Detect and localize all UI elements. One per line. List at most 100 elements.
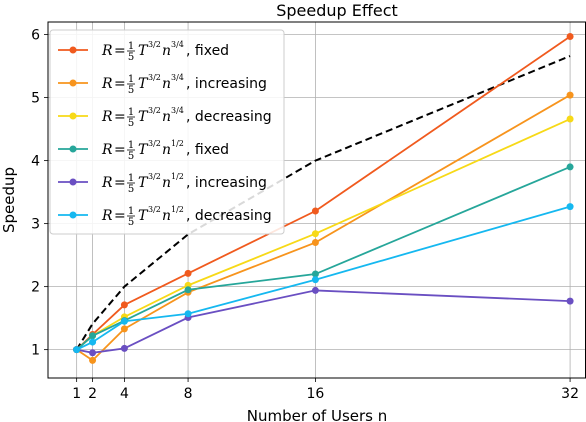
y-tick-label: 4 bbox=[31, 154, 40, 170]
legend-formula-T-exp: 3/2 bbox=[148, 139, 161, 148]
data-point bbox=[89, 356, 97, 364]
x-tick-label: 2 bbox=[88, 386, 97, 402]
legend-marker bbox=[69, 46, 77, 54]
legend-formula-n: n bbox=[162, 208, 171, 224]
series-6 bbox=[73, 203, 574, 354]
legend-formula-n: n bbox=[162, 142, 171, 158]
data-point bbox=[89, 332, 97, 340]
dashed-reference-curve bbox=[75, 55, 571, 351]
legend-label: , decreasing bbox=[186, 109, 272, 125]
legend-formula-T-exp: 3/2 bbox=[148, 205, 161, 214]
legend-formula-n-exp: 3/4 bbox=[171, 73, 184, 82]
legend-label: , fixed bbox=[186, 43, 229, 59]
legend-formula-T: T bbox=[138, 142, 149, 158]
legend-frac-den: 5 bbox=[128, 52, 134, 63]
data-point bbox=[311, 276, 319, 284]
x-tick-label: 32 bbox=[561, 386, 579, 402]
y-axis-label: Speedup bbox=[0, 167, 18, 233]
legend-formula-T: T bbox=[138, 43, 149, 59]
data-point bbox=[566, 91, 574, 99]
legend-frac-num: 1 bbox=[128, 173, 134, 184]
legend-formula-n: n bbox=[162, 175, 171, 191]
series-line bbox=[76, 166, 571, 351]
legend-item: R = 15 T 3/2 n 1/2, decreasing bbox=[58, 205, 272, 228]
data-point bbox=[566, 163, 574, 171]
legend-formula-n-exp: 1/2 bbox=[171, 172, 184, 181]
legend-frac-den: 5 bbox=[128, 151, 134, 162]
data-point bbox=[311, 286, 319, 294]
data-point bbox=[73, 346, 81, 354]
legend-formula-n: n bbox=[162, 43, 171, 59]
legend-formula-R: R bbox=[101, 43, 113, 59]
legend-formula-T-exp: 3/2 bbox=[148, 172, 161, 181]
legend-frac-den: 5 bbox=[128, 184, 134, 195]
legend-formula-R: R bbox=[101, 109, 113, 125]
legend-formula-T: T bbox=[138, 175, 149, 191]
legend-item: R = 15 T 3/2 n 3/4, fixed bbox=[58, 40, 229, 63]
dashed-reference-curve-group bbox=[75, 55, 571, 351]
series-5 bbox=[73, 286, 574, 357]
legend-frac-num: 1 bbox=[128, 206, 134, 217]
x-tick-label: 16 bbox=[306, 386, 324, 402]
data-point bbox=[120, 301, 128, 309]
data-point bbox=[184, 269, 192, 277]
legend-label: , decreasing bbox=[186, 208, 272, 224]
legend-frac-num: 1 bbox=[128, 107, 134, 118]
y-tick-label: 5 bbox=[31, 91, 40, 107]
legend-formula-eq: = bbox=[114, 142, 126, 158]
legend-formula-R: R bbox=[101, 175, 113, 191]
data-point bbox=[120, 325, 128, 333]
chart-title: Speedup Effect bbox=[276, 1, 398, 20]
legend-label: , increasing bbox=[186, 76, 267, 92]
legend-formula-T-exp: 3/2 bbox=[148, 106, 161, 115]
legend-frac-num: 1 bbox=[128, 41, 134, 52]
data-point bbox=[566, 203, 574, 211]
data-point bbox=[566, 115, 574, 123]
x-tick-label: 8 bbox=[184, 386, 193, 402]
legend-formula-eq: = bbox=[114, 109, 126, 125]
legend-marker bbox=[69, 112, 77, 120]
legend-formula-n: n bbox=[162, 109, 171, 125]
legend-formula-T: T bbox=[138, 76, 149, 92]
legend-formula-n-exp: 3/4 bbox=[171, 40, 184, 49]
x-tick-label: 1 bbox=[72, 386, 81, 402]
legend-formula-eq: = bbox=[114, 175, 126, 191]
data-point bbox=[311, 270, 319, 278]
legend-label: , fixed bbox=[186, 142, 229, 158]
series-group bbox=[73, 32, 574, 364]
legend-formula-R: R bbox=[101, 208, 113, 224]
legend-frac-num: 1 bbox=[128, 140, 134, 151]
legend-frac-num: 1 bbox=[128, 74, 134, 85]
data-point bbox=[566, 297, 574, 305]
data-point bbox=[184, 310, 192, 318]
data-point bbox=[89, 338, 97, 346]
legend-formula-T-exp: 3/2 bbox=[148, 40, 161, 49]
legend-frac-den: 5 bbox=[128, 85, 134, 96]
series-line bbox=[76, 289, 571, 354]
legend-frac-den: 5 bbox=[128, 118, 134, 129]
legend-item: R = 15 T 3/2 n 1/2, increasing bbox=[58, 172, 267, 195]
legend-marker bbox=[69, 79, 77, 87]
legend-formula-R: R bbox=[101, 76, 113, 92]
legend-formula-eq: = bbox=[114, 76, 126, 92]
data-point bbox=[311, 230, 319, 238]
legend-formula-n-exp: 1/2 bbox=[171, 205, 184, 214]
legend-marker bbox=[69, 211, 77, 219]
legend-item: R = 15 T 3/2 n 1/2, fixed bbox=[58, 139, 229, 162]
legend-box bbox=[49, 29, 285, 235]
data-point bbox=[311, 207, 319, 215]
legend-formula-eq: = bbox=[114, 43, 126, 59]
legend-formula-n: n bbox=[162, 76, 171, 92]
y-tick-label: 2 bbox=[31, 280, 40, 296]
legend-formula-eq: = bbox=[114, 208, 126, 224]
legend-formula-T: T bbox=[138, 208, 149, 224]
x-tick-label: 4 bbox=[120, 386, 129, 402]
legend-formula-n-exp: 3/4 bbox=[171, 106, 184, 115]
legend-formula-R: R bbox=[101, 142, 113, 158]
legend-label: , increasing bbox=[186, 175, 267, 191]
x-axis-label: Number of Users n bbox=[247, 407, 388, 422]
data-point bbox=[184, 286, 192, 294]
legend-marker bbox=[69, 178, 77, 186]
